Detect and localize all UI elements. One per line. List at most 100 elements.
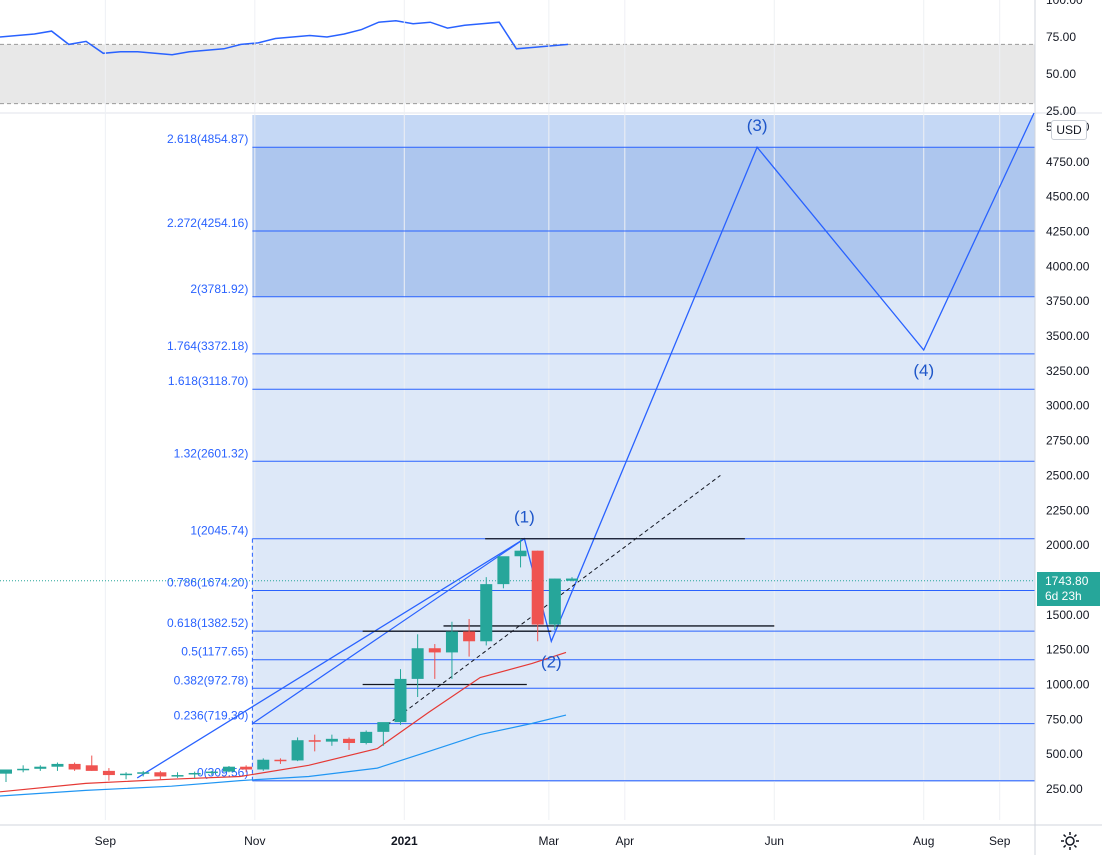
fib-level-label: 1.764(3372.18) [167,339,248,353]
fib-level-label: 0.382(972.78) [174,673,249,687]
price-tick-label: 2000.00 [1046,538,1090,552]
current-price-value: 1743.80 [1045,574,1089,588]
price-tick-label: 4000.00 [1046,259,1090,273]
price-tick-label: 750.00 [1046,712,1083,726]
candle-body [240,766,253,770]
fib-level-label: 0.618(1382.52) [167,616,248,630]
candle-body [566,578,579,581]
candle-body [102,770,115,776]
current-price-tag: 1743.80 6d 23h [1037,572,1100,606]
settings-gear-icon[interactable] [1058,829,1082,853]
candle-body [154,772,167,777]
candle-body [308,740,321,742]
price-tick-label: 2500.00 [1046,468,1090,482]
dashed-trend-line [386,475,721,726]
price-tick-label: 2250.00 [1046,503,1090,517]
candle-body [120,773,133,776]
oscillator-tick-label: 75.00 [1046,30,1076,44]
candle-body [85,765,98,771]
target-zone [252,147,1036,297]
candle-body [445,631,458,653]
candle-body [360,731,373,744]
price-tick-label: 3500.00 [1046,329,1090,343]
price-tick-label: 2750.00 [1046,434,1090,448]
candle-body [548,578,561,625]
ema-long-line [0,714,567,797]
price-tick-label: 3250.00 [1046,364,1090,378]
fib-level-label: 0.236(719.30) [174,709,249,723]
price-tick-label: 250.00 [1046,782,1083,796]
price-tick-label: 1000.00 [1046,677,1090,691]
grid [104,0,1001,820]
price-tick-label: 4500.00 [1046,190,1090,204]
price-tick-label: 3000.00 [1046,399,1090,413]
time-tick-label: Sep [989,834,1011,848]
currency-button[interactable]: USD [1051,120,1087,140]
candle-body [188,772,201,775]
price-tick-label: 500.00 [1046,747,1083,761]
wave-labels: (1) (2) (3) (4) [514,116,934,671]
candle-body [274,759,287,762]
wave-label: (4) [913,361,934,380]
fib-level-label: 1(2045.74) [190,524,248,538]
time-tick-label: Aug [913,834,934,848]
candle-body [343,738,356,744]
candle-body [205,771,218,774]
time-tick-label: Sep [95,834,117,848]
price-tick-label: 1250.00 [1046,643,1090,657]
time-tick-label: Apr [615,834,634,848]
time-tick-label: Jun [765,834,784,848]
time-tick-label: Nov [244,834,265,848]
bar-countdown: 6d 23h [1045,589,1082,603]
candle-body [497,556,510,585]
candle-body [531,550,544,625]
candle-body [34,766,47,769]
elliott-wave-path [136,112,1035,779]
candle-body [171,775,184,777]
fib-zone [252,115,1036,782]
candle-body [0,769,12,774]
candle-body [411,648,424,679]
candle-body [137,772,150,774]
fib-level-label: 0.5(1177.65) [181,645,248,659]
oscillator-pane: 100.00 75.00 50.00 25.00 [0,0,1102,118]
candle-body [463,631,476,642]
oscillator-line [0,19,569,56]
oscillator-tick-label: 50.00 [1046,67,1076,81]
candle-body [222,766,235,772]
fib-level-label: 2(3781.92) [190,282,248,296]
wave-label: (3) [747,116,768,135]
wave-label: (2) [541,652,562,671]
time-tick-label: 2021 [391,834,418,848]
candle-body [377,722,390,732]
oscillator-tick-label: 25.00 [1046,104,1076,118]
candle-body [17,768,30,771]
moving-averages [0,651,567,797]
candle-body [394,678,407,723]
candle-body [480,584,493,642]
candle-body [325,738,338,742]
wave-label: (1) [514,508,535,527]
price-tick-label: 1500.00 [1046,608,1090,622]
candle-body [291,740,304,761]
candles [0,538,579,783]
upper-zone [252,115,1036,148]
fib-levels: 0(309.56)0.236(719.30)0.382(972.78)0.5(1… [167,132,1035,782]
oscillator-tick-label: 100.00 [1046,0,1083,7]
price-tick-label: 4750.00 [1046,155,1090,169]
candle-body [257,759,270,770]
candle-body [51,763,64,767]
fib-level-label: 2.272(4254.16) [167,216,248,230]
candle-body [68,763,81,770]
price-tick-label: 3750.00 [1046,294,1090,308]
drawings [0,112,1035,779]
ema-short-line [0,651,567,793]
price-tick-label: 4250.00 [1046,225,1090,239]
candle-body [428,648,441,653]
fib-level-label: 0.786(1674.20) [167,576,248,590]
fib-level-label: 1.32(2601.32) [174,446,249,460]
fib-level-label: 2.618(4854.87) [167,132,248,146]
